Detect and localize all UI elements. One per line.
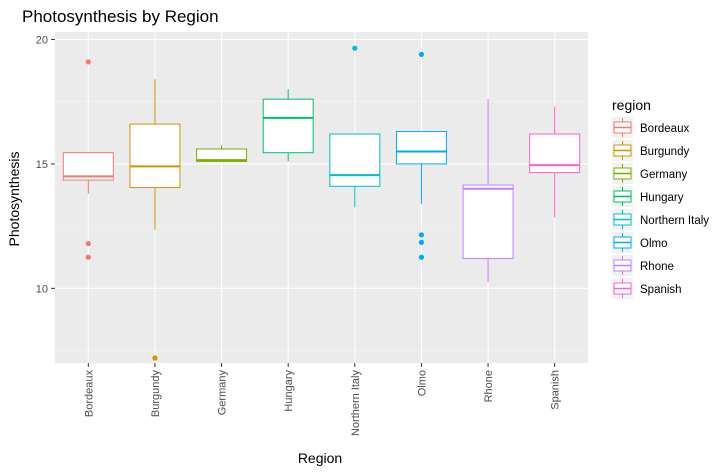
box-group (196, 145, 248, 162)
outlier-point (352, 45, 358, 51)
box (529, 133, 581, 174)
x-tick-label: Germany (217, 370, 229, 416)
legend-item: Spanish (612, 278, 682, 299)
legend-item: Hungary (612, 186, 684, 207)
outlier-point (85, 240, 91, 247)
box (196, 148, 248, 162)
legend-label: Rhone (640, 261, 674, 273)
chart-title: Photosynthesis by Region (22, 7, 219, 26)
plot-layer: 10 15 20 Bordeaux Burgundy Germany Hungary Nort… (36, 32, 588, 436)
x-tick-label: Bordeaux (83, 370, 95, 418)
legend-label: Bordeaux (640, 123, 689, 135)
legend-label: Olmo (640, 238, 667, 250)
x-tick-label: Rhone (483, 370, 495, 402)
outlier-point (85, 254, 91, 260)
x-tick-label: Spanish (550, 370, 562, 410)
box (395, 131, 447, 165)
legend-label: Burgundy (640, 146, 689, 158)
box-group (529, 106, 581, 218)
box (329, 133, 381, 187)
box-group (262, 89, 314, 162)
legend-item: Olmo (612, 232, 667, 253)
outlier-point (418, 232, 425, 238)
x-tick-label: Olmo (416, 370, 428, 396)
x-tick-label: Hungary (283, 370, 295, 412)
box-group (462, 99, 514, 283)
box-group (129, 79, 181, 361)
legend-item: Rhone (612, 255, 674, 276)
y-tick-label: 20 (36, 34, 48, 46)
x-tick-label: Burgundy (150, 370, 162, 418)
outlier-point (418, 239, 425, 245)
outlier-point (418, 51, 425, 57)
outlier-point (85, 59, 91, 65)
legend: Bordeaux Burgundy Germany Hungary Northern I… (612, 117, 709, 299)
y-tick-label: 10 (36, 283, 48, 295)
box-group (395, 51, 447, 260)
outlier-point (418, 254, 425, 260)
legend-item: Germany (612, 163, 688, 184)
y-axis-title: Photosynthesis (6, 152, 22, 247)
legend-item: Burgundy (612, 140, 689, 161)
x-tick-label: Northern Italy (350, 370, 362, 437)
box (129, 123, 181, 189)
legend-label: Northern Italy (640, 215, 709, 227)
box-group (329, 45, 381, 208)
box (462, 184, 514, 259)
legend-title: region (612, 97, 651, 113)
legend-label: Germany (640, 169, 688, 181)
legend-item: Northern Italy (612, 209, 709, 230)
legend-label: Spanish (640, 284, 682, 296)
box-group (62, 59, 114, 260)
y-tick-label: 15 (36, 159, 48, 171)
legend-item: Bordeaux (612, 117, 689, 138)
x-axis-title: Region (298, 450, 342, 466)
legend-label: Hungary (640, 192, 684, 204)
outlier-point (152, 355, 158, 361)
box (262, 98, 314, 154)
